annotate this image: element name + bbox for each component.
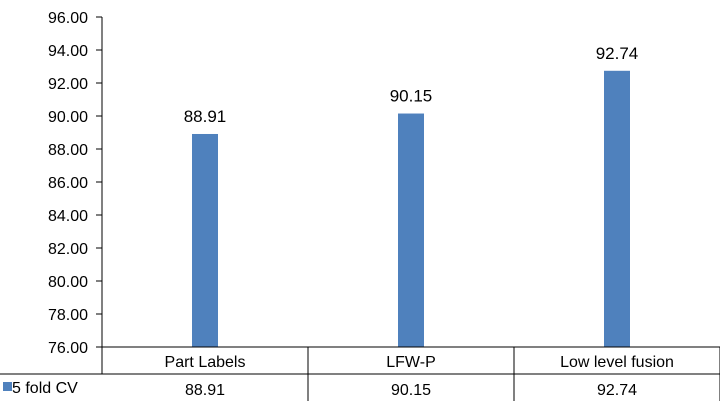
- data-label: 88.91: [184, 107, 227, 126]
- x-category-label: LFW-P: [386, 354, 435, 371]
- y-tick-label: 92.00: [48, 76, 88, 93]
- y-tick-label: 76.00: [48, 340, 88, 357]
- bars: [192, 70, 630, 348]
- y-tick-label: 78.00: [48, 307, 88, 324]
- y-tick-label: 80.00: [48, 274, 88, 291]
- x-category-label: Part Labels: [165, 354, 246, 371]
- x-category-label: Low level fusion: [560, 354, 674, 371]
- legend-series-label: 5 fold CV: [12, 380, 78, 397]
- data-table: Part Labels LFW-P Low level fusion 5 fold C…: [0, 346, 720, 401]
- y-tick-label: 86.00: [48, 175, 88, 192]
- y-tick-label: 82.00: [48, 241, 88, 258]
- legend-swatch: [3, 382, 12, 391]
- y-axis: 76.00 78.00 80.00 82.00 84.00 86.00 88.00 90.00…: [48, 10, 103, 374]
- data-label: 92.74: [596, 44, 639, 63]
- table-cell-value: 90.15: [391, 382, 431, 399]
- y-tick-label: 90.00: [48, 109, 88, 126]
- data-labels: 88.91 90.15 92.74: [184, 44, 639, 126]
- bar: [192, 133, 218, 347]
- table-cell-value: 88.91: [185, 382, 225, 399]
- y-tick-label: 94.00: [48, 43, 88, 60]
- table-cell-value: 92.74: [597, 382, 637, 399]
- y-tick-label: 96.00: [48, 10, 88, 27]
- bar: [398, 113, 424, 348]
- bar: [604, 70, 630, 347]
- y-tick-label: 84.00: [48, 208, 88, 225]
- data-label: 90.15: [390, 87, 433, 106]
- y-tick-label: 88.00: [48, 142, 88, 159]
